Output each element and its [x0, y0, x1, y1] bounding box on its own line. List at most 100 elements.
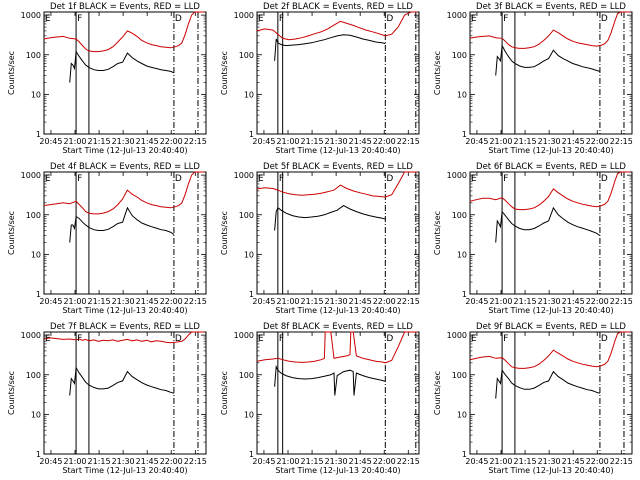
- marker-label: E: [471, 14, 477, 24]
- panel-title: Det 5f BLACK = Events, RED = LLD: [263, 162, 413, 172]
- x-tick-label: 22:00: [586, 137, 609, 146]
- x-tick-label: 21:30: [325, 457, 348, 466]
- y-axis-label: Counts/sec: [7, 51, 16, 95]
- marker-label: E: [258, 174, 264, 184]
- x-tick-label: 21:45: [562, 457, 585, 466]
- y-tick-label: 10: [244, 410, 254, 419]
- marker-label: F: [503, 334, 508, 344]
- series-events-line: [69, 206, 175, 243]
- x-axis-label: Start Time (12-Jul-13 20:40:40): [275, 146, 400, 155]
- y-tick-label: 1: [36, 130, 41, 139]
- y-tick-label: 100: [26, 371, 41, 380]
- x-tick-label: 20:45: [39, 457, 62, 466]
- y-tick-label: 1000: [234, 11, 254, 20]
- series-events-line: [495, 368, 601, 399]
- x-tick-label: 22:00: [160, 297, 183, 306]
- panel-title: Det 8f BLACK = Events, RED = LLD: [263, 322, 413, 332]
- y-tick-label: 100: [26, 51, 41, 60]
- x-tick-label: 22:00: [160, 137, 183, 146]
- marker-label: E: [45, 14, 51, 24]
- x-tick-label: 21:45: [136, 137, 159, 146]
- marker-label: F: [279, 334, 284, 344]
- x-tick-label: 21:00: [276, 297, 299, 306]
- panel-title: Det 7f BLACK = Events, RED = LLD: [50, 322, 200, 332]
- x-tick-label: 21:15: [88, 137, 111, 146]
- x-tick-label: 21:00: [489, 457, 512, 466]
- panel-6: Det 6f BLACK = Events, RED = LLD 20:45 21:…: [433, 162, 633, 315]
- series-events-line: [69, 366, 175, 396]
- x-axis-label: Start Time (12-Jul-13 20:40:40): [275, 306, 400, 315]
- series-lld-line: [256, 11, 418, 41]
- marker-label: F: [503, 174, 508, 184]
- x-tick-label: 21:45: [136, 297, 159, 306]
- marker-label: F: [77, 174, 82, 184]
- marker-label: D: [386, 174, 393, 184]
- x-tick-label: 21:30: [112, 297, 135, 306]
- marker-label: E: [471, 174, 477, 184]
- panel-title: Det 6f BLACK = Events, RED = LLD: [476, 162, 626, 172]
- series-events-line: [274, 205, 386, 231]
- x-axis-label: Start Time (12-Jul-13 20:40:40): [488, 146, 613, 155]
- y-tick-label: 1000: [447, 11, 467, 20]
- y-tick-label: 10: [457, 90, 467, 99]
- y-tick-label: 10: [457, 410, 467, 419]
- marker-label: F: [279, 14, 284, 24]
- x-axis-label: Start Time (12-Jul-13 20:40:40): [275, 466, 400, 475]
- plot-frame: [469, 331, 633, 455]
- y-tick-label: 1: [462, 290, 467, 299]
- y-tick-label: 1: [36, 450, 41, 459]
- x-tick-label: 21:00: [63, 137, 86, 146]
- plot-frame: [469, 11, 633, 135]
- y-tick-label: 1: [249, 130, 254, 139]
- y-tick-label: 1: [249, 290, 254, 299]
- x-tick-label: 22:15: [184, 297, 207, 306]
- x-tick-label: 20:45: [39, 297, 62, 306]
- x-tick-label: 21:00: [489, 137, 512, 146]
- x-tick-label: 22:00: [586, 297, 609, 306]
- series-lld-line: [469, 171, 631, 211]
- y-tick-label: 100: [452, 371, 467, 380]
- x-tick-label: 21:30: [538, 137, 561, 146]
- y-tick-label: 100: [26, 211, 41, 220]
- marker-label: F: [279, 174, 284, 184]
- marker-label: D: [175, 14, 182, 24]
- marker-label: E: [258, 334, 264, 344]
- y-axis-label: Counts/sec: [7, 371, 16, 415]
- y-tick-label: 1000: [21, 171, 41, 180]
- x-tick-label: 21:00: [276, 457, 299, 466]
- x-tick-label: 22:15: [397, 297, 420, 306]
- x-tick-label: 21:15: [301, 297, 324, 306]
- y-axis-label: Counts/sec: [7, 211, 16, 255]
- x-tick-label: 21:15: [514, 137, 537, 146]
- x-tick-label: 22:00: [160, 457, 183, 466]
- x-tick-label: 21:15: [301, 137, 324, 146]
- series-lld-line: [469, 11, 631, 49]
- x-tick-label: 21:30: [112, 457, 135, 466]
- panel-4: Det 4f BLACK = Events, RED = LLD 20:45 21:…: [7, 162, 207, 315]
- x-tick-label: 22:15: [610, 297, 633, 306]
- x-tick-label: 20:45: [465, 457, 488, 466]
- y-tick-label: 10: [244, 90, 254, 99]
- series-lld-line: [43, 11, 205, 53]
- y-tick-label: 100: [239, 51, 254, 60]
- x-tick-label: 21:45: [562, 297, 585, 306]
- x-tick-label: 21:45: [349, 297, 372, 306]
- x-tick-label: 20:45: [252, 457, 275, 466]
- x-tick-label: 22:00: [373, 297, 396, 306]
- x-tick-label: 21:00: [276, 137, 299, 146]
- x-tick-label: 20:45: [465, 297, 488, 306]
- series-lld-line: [43, 331, 205, 344]
- y-axis-label: Counts/sec: [433, 371, 442, 415]
- series-events-line: [274, 364, 386, 396]
- x-axis-label: Start Time (12-Jul-13 20:40:40): [62, 146, 187, 155]
- plot-frame: [256, 331, 420, 455]
- y-tick-label: 1: [462, 130, 467, 139]
- series-events-line: [495, 43, 601, 76]
- y-axis-label: Counts/sec: [220, 51, 229, 95]
- y-tick-label: 1: [249, 450, 254, 459]
- y-tick-label: 100: [452, 51, 467, 60]
- panel-title: Det 4f BLACK = Events, RED = LLD: [50, 162, 200, 172]
- series-lld-line: [469, 331, 631, 369]
- x-tick-label: 22:15: [184, 457, 207, 466]
